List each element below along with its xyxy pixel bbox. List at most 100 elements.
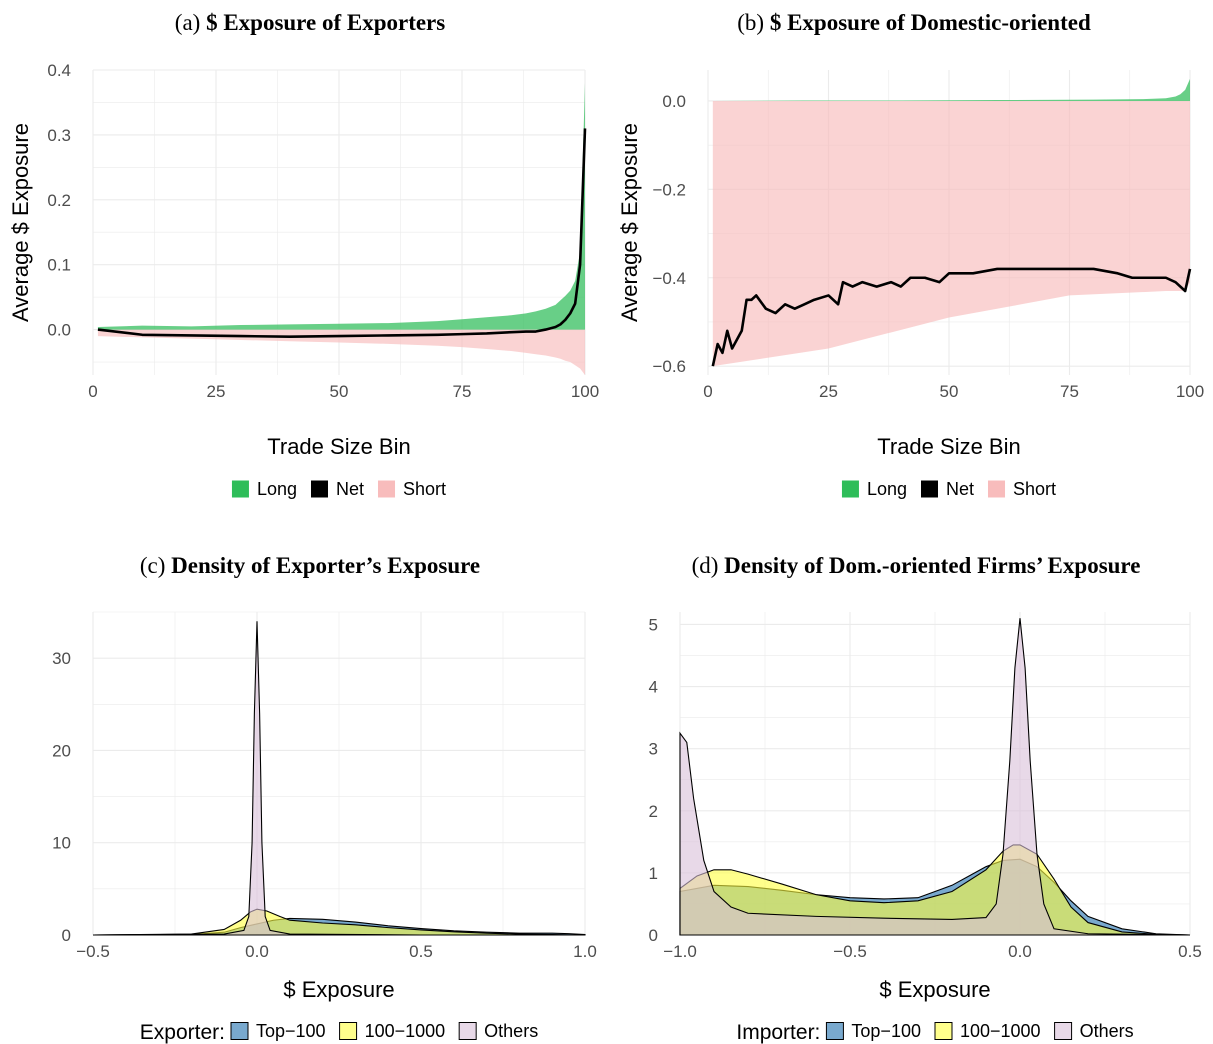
x-tick-label: 25 [207,382,226,401]
legend-label: Long [257,479,297,499]
legend-swatch [1054,1022,1073,1040]
y-tick-label: −0.6 [652,357,686,376]
y-tick-label: 10 [52,834,71,853]
x-tick-label: 100 [571,382,599,401]
short-area [712,100,1190,367]
legend-label: Top−100 [851,1021,921,1041]
x-tick-label: 50 [330,382,349,401]
y-tick-label: 30 [52,649,71,668]
legend-title: Exporter: [140,1021,225,1044]
panel-title-text: Density of Exporter’s Exposure [171,553,480,578]
panel-d: −1.0 −0.5 0.0 0.5 0 1 2 3 4 5 $ Exposure (d) Densit… [649,553,1202,1044]
y-tick-label: 0.4 [47,61,71,80]
panel-title-text: $ Exposure of Domestic-oriented [770,10,1091,35]
panel-b: 0 25 50 75 100 0.0 −0.2 −0.4 −0.6 Trade Size Bin A… [617,10,1204,499]
panel-title-prefix: (d) [692,553,725,578]
x-tick-label: 0 [703,382,712,401]
panel-title-prefix: (a) [175,10,206,35]
legend-swatch [921,480,938,498]
x-axis-label: $ Exposure [283,977,394,1002]
legend-label: Net [336,479,364,499]
series-marks [711,78,1192,367]
legend-label: Short [1013,479,1056,499]
legend-label: Others [1080,1021,1134,1041]
density-others [92,621,585,936]
legend-label: Top−100 [256,1021,326,1041]
panel-title: (c) Density of Exporter’s Exposure [140,553,480,578]
x-tick-label: 0 [88,382,97,401]
x-tick-label: −0.5 [833,942,867,961]
legend-label: Net [946,479,974,499]
series-marks [97,82,587,375]
panel-c: −0.5 0.0 0.5 1.0 0 10 20 30 $ Exposure (c) Densit… [52,553,597,1044]
gridlines [92,611,586,936]
legend-label: Short [403,479,446,499]
legend-label: 100−1000 [365,1021,446,1041]
y-tick-label: 1 [649,864,658,883]
legend-title: Importer: [736,1021,820,1044]
y-tick-label: 0.1 [47,256,71,275]
x-tick-label: 0.0 [1008,942,1032,961]
panel-title: (a) $ Exposure of Exporters [175,10,445,35]
density-others [679,618,1191,936]
x-tick-label: 50 [940,382,959,401]
y-tick-label: −0.2 [652,180,686,199]
panel-title-prefix: (b) [737,10,770,35]
density-100-1000 [679,844,1191,936]
x-tick-label: 75 [1060,382,1079,401]
panel-title: (d) Density of Dom.-oriented Firms’ Expo… [692,553,1141,578]
x-tick-label: 100 [1176,382,1204,401]
x-tick-label: −1.0 [663,942,697,961]
panel-title-prefix: (c) [140,553,171,578]
x-tick-label: 0.0 [245,942,269,961]
net-line [711,267,1192,367]
legend-swatch [230,1022,249,1040]
legend: Importer: Top−100 100−1000 Others [736,1021,1133,1044]
series-marks [679,618,1191,936]
panel-title-text: Density of Dom.-oriented Firms’ Exposure [724,553,1140,578]
y-tick-label: 20 [52,741,71,760]
x-tick-label: 25 [819,382,838,401]
x-axis-label: Trade Size Bin [877,434,1020,459]
y-tick-label: 2 [649,802,658,821]
y-tick-label: 0.2 [47,191,71,210]
legend-swatch [988,480,1006,498]
y-tick-label: −0.4 [652,269,686,288]
panel-title: (b) $ Exposure of Domestic-oriented [737,10,1091,35]
y-tick-label: 0 [649,926,658,945]
y-tick-label: 3 [649,740,658,759]
legend-label: Others [484,1021,538,1041]
x-tick-label: −0.5 [76,942,110,961]
panel-title-text: $ Exposure of Exporters [206,10,445,35]
long-area [712,78,1190,101]
density-100-1000 [92,908,586,936]
legend-swatch [311,480,328,498]
x-axis-label: Trade Size Bin [267,434,410,459]
y-tick-label: 0 [62,926,71,945]
legend: Exporter: Top−100 100−1000 Others [140,1021,538,1044]
legend-swatch [934,1022,953,1040]
panel-a: 0 25 50 75 100 0.0 0.1 0.2 0.3 0.4 Trade Size Bin A… [8,10,599,499]
y-tick-label: 5 [649,615,658,634]
legend-swatch [339,1022,358,1040]
x-tick-label: 0.5 [1178,942,1202,961]
legend-swatch [825,1022,844,1040]
x-tick-label: 75 [453,382,472,401]
y-axis-label: Average $ Exposure [8,123,33,322]
net-line [97,128,587,339]
x-tick-label: 1.0 [573,942,597,961]
long-area [97,82,586,330]
y-axis-label: Average $ Exposure [617,123,642,322]
legend: Long Net Short [231,479,446,499]
legend-swatch [231,480,249,498]
legend-label: 100−1000 [960,1021,1041,1041]
short-area [97,329,586,375]
x-tick-label: 0.5 [409,942,433,961]
x-axis-label: $ Exposure [879,977,990,1002]
series-marks [92,621,586,936]
y-tick-label: 0.0 [662,92,686,111]
y-tick-label: 0.0 [47,321,71,340]
legend: Long Net Short [841,479,1056,499]
y-tick-label: 0.3 [47,126,71,145]
